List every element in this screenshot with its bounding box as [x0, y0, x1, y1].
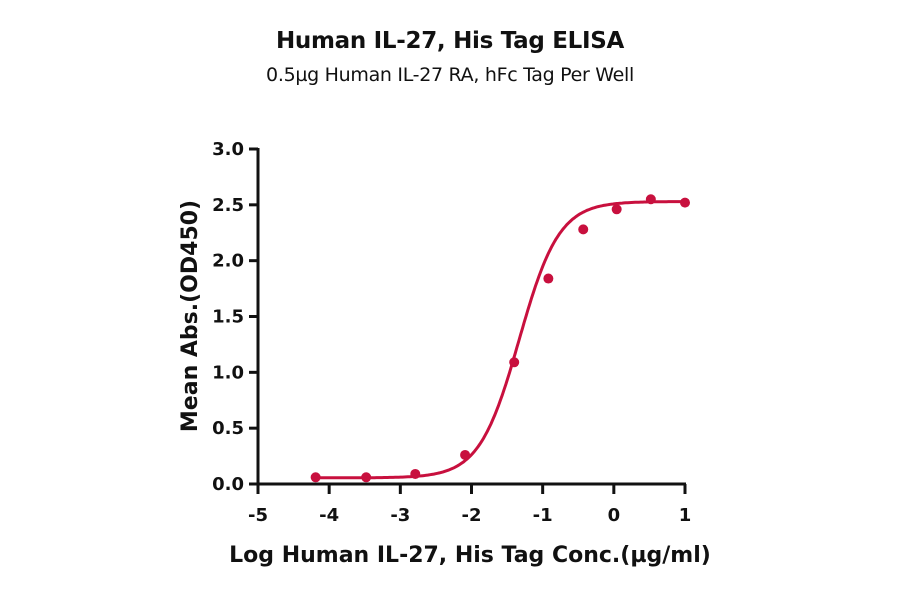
- x-axis: -5 -4 -3 -2 -1 0 1: [248, 482, 692, 526]
- x-tick-label: -1: [533, 505, 553, 526]
- fit-curve: [315, 200, 685, 480]
- y-tick-label: 0.0: [212, 474, 244, 495]
- y-tick-label: 3.0: [212, 139, 244, 160]
- y-tick-label: 2.0: [212, 251, 244, 272]
- x-tick-label: -2: [462, 505, 482, 526]
- chart-title: Human IL-27, His Tag ELISA: [275, 28, 625, 54]
- x-axis-title: Log Human IL-27, His Tag Conc.(µg/ml): [229, 543, 711, 568]
- y-tick-label: 2.5: [212, 195, 244, 216]
- x-tick-label: -4: [319, 505, 339, 526]
- chart-subtitle: 0.5µg Human IL-27 RA, hFc Tag Per Well: [266, 64, 634, 86]
- data-point: [310, 472, 321, 483]
- y-tick-label: 0.5: [212, 418, 244, 439]
- x-tick-label: 1: [679, 505, 692, 526]
- data-point: [645, 194, 656, 205]
- data-point: [460, 449, 471, 460]
- data-point: [611, 204, 622, 215]
- data-point: [578, 224, 589, 235]
- data-point: [361, 472, 372, 483]
- x-tick-label: -3: [390, 505, 410, 526]
- data-point: [410, 468, 421, 479]
- data-points: [310, 194, 690, 483]
- y-tick-label: 1.0: [212, 362, 244, 383]
- x-tick-label: -5: [248, 505, 268, 526]
- y-axis-title: Mean Abs.(OD450): [178, 200, 203, 432]
- x-tick-label: 0: [608, 505, 621, 526]
- data-point: [680, 197, 690, 208]
- y-axis: 0.0 0.5 1.0 1.5 2.0 2.5 3.0: [212, 139, 260, 495]
- y-tick-label: 1.5: [212, 307, 244, 328]
- data-point: [509, 357, 520, 368]
- data-point: [543, 273, 554, 284]
